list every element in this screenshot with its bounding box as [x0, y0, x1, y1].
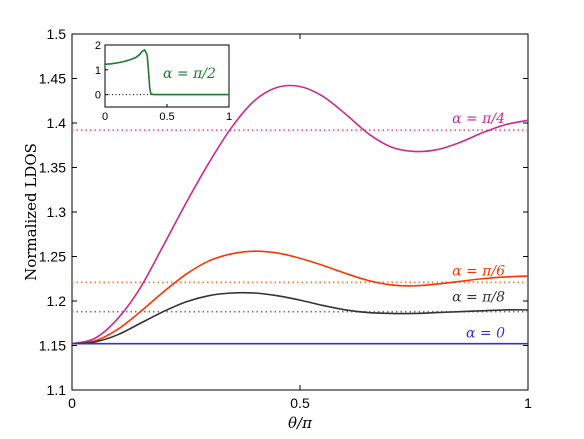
y-tick-label: 1.35 — [39, 160, 66, 176]
series-line-6 — [71, 250, 529, 345]
x-axis-label: θ/π — [288, 414, 313, 432]
y-tick-label: 1.5 — [47, 26, 67, 42]
inset-x-tick-label: 1 — [226, 111, 232, 123]
y-tick-label: 1.45 — [39, 71, 66, 87]
x-tick-label: 1 — [524, 395, 532, 411]
series-label-8: α = π/8 — [452, 290, 505, 306]
series-label-0: α = 0 — [466, 326, 505, 342]
inset-plot: 0 1 2 0 0.5 1 α = π/2 — [95, 40, 232, 123]
series-line-4 — [71, 84, 529, 345]
inset-series-line-2 — [104, 48, 229, 96]
y-tick-label: 1.2 — [47, 293, 67, 309]
y-axis-label: Normalized LDOS — [22, 143, 40, 281]
y-tick-label: 1.4 — [47, 115, 67, 131]
inset-y-tick-label: 0 — [95, 90, 101, 102]
x-tick-label: 0 — [68, 395, 76, 411]
inset-x-tick-label: 0 — [102, 111, 108, 123]
inset-y-tick-label: 2 — [95, 40, 101, 52]
y-tick-label: 1.15 — [39, 338, 66, 354]
x-tick-label: 0.5 — [290, 395, 310, 411]
y-tick-label: 1.3 — [47, 204, 67, 220]
inset-series-label-2: α = π/2 — [163, 66, 216, 82]
series-label-4: α = π/4 — [452, 111, 505, 127]
inset-x-tick-label: 0.5 — [159, 111, 174, 123]
inset-y-tick-label: 1 — [95, 65, 101, 77]
series-label-6: α = π/6 — [452, 263, 505, 279]
main-plot: 1.1 1.15 1.2 1.25 1.3 1.35 1.4 1.45 1.5 0 0.5 1 θ/π N… — [22, 26, 532, 432]
series-line-8 — [71, 291, 529, 345]
y-tick-label: 1.25 — [39, 249, 66, 265]
y-tick-label: 1.1 — [47, 382, 67, 398]
